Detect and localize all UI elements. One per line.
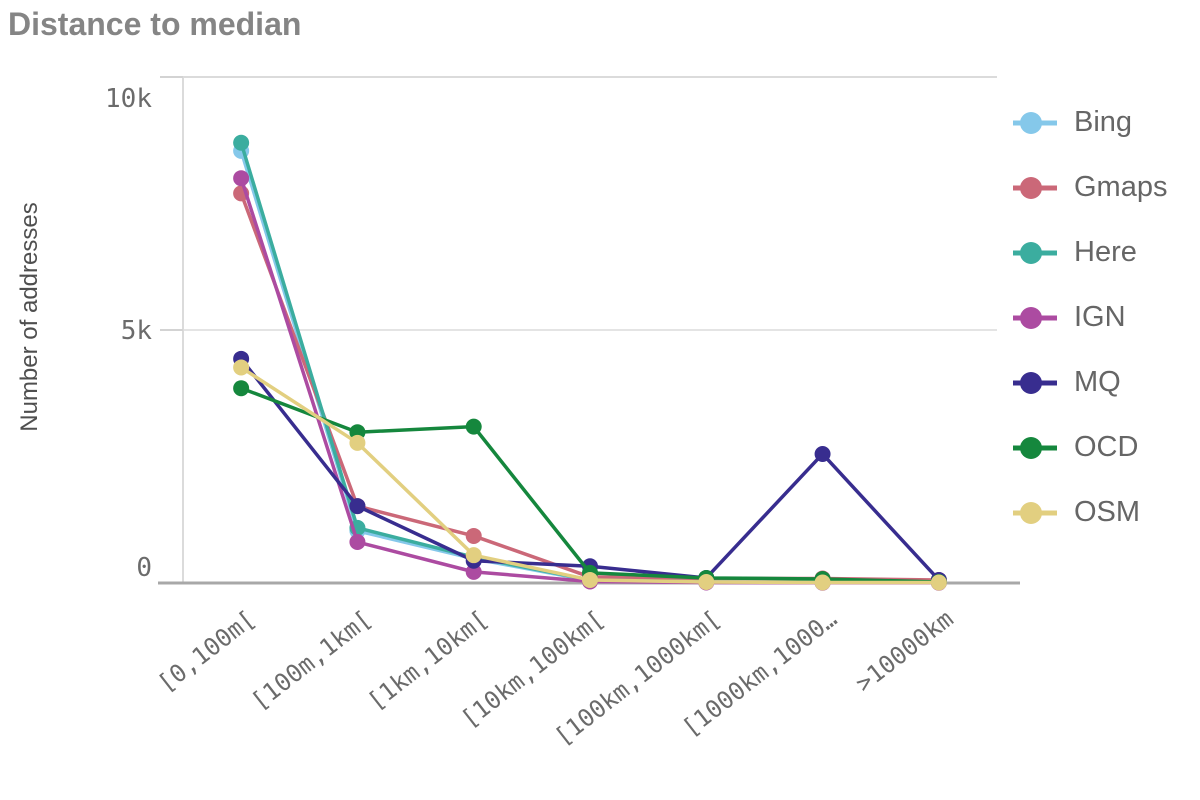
data-point-osm-6[interactable] [930, 574, 947, 591]
data-point-ign-2[interactable] [465, 563, 482, 580]
series-line-mq [239, 357, 941, 582]
x-tick-label: [100m,1km[ [246, 605, 377, 716]
x-tick-label: [0,100m[ [153, 605, 261, 698]
legend-label: Gmaps [1074, 171, 1168, 203]
legend: Bing Gmaps Here IGN MQ OCD OSM [1012, 90, 1167, 545]
legend-marker-icon [1013, 436, 1057, 459]
data-point-mq-1[interactable] [349, 498, 366, 515]
legend-item-ocd[interactable]: OCD [1012, 415, 1167, 480]
chart-title: Distance to median [8, 6, 302, 42]
series-line-ign [239, 177, 939, 585]
legend-marker-icon [1013, 176, 1057, 199]
legend-label: OSM [1074, 496, 1141, 528]
legend-item-mq[interactable]: MQ [1012, 350, 1167, 415]
data-point-ign-1[interactable] [349, 534, 366, 551]
legend-marker-icon [1013, 241, 1057, 264]
x-tick-label: >10000km [850, 605, 958, 698]
legend-marker-icon [1013, 306, 1057, 329]
data-point-osm-1[interactable] [349, 434, 366, 451]
data-point-ocd-0[interactable] [233, 380, 250, 397]
legend-item-osm[interactable]: OSM [1012, 480, 1167, 545]
legend-marker-icon [1013, 501, 1057, 524]
legend-marker-icon [1013, 371, 1057, 394]
data-point-osm-5[interactable] [814, 574, 831, 591]
legend-item-gmaps[interactable]: Gmaps [1012, 155, 1167, 220]
data-point-osm-0[interactable] [233, 359, 250, 376]
legend-label: Here [1074, 236, 1137, 268]
data-point-here-0[interactable] [233, 134, 250, 151]
legend-marker-icon [1013, 111, 1057, 134]
legend-label: Bing [1074, 106, 1133, 138]
data-point-osm-2[interactable] [465, 547, 482, 564]
data-point-ign-0[interactable] [233, 170, 250, 187]
y-tick-label: 0 [136, 553, 152, 583]
legend-item-ign[interactable]: IGN [1012, 285, 1167, 350]
data-point-mq-5[interactable] [814, 445, 831, 462]
data-point-osm-4[interactable] [698, 573, 715, 590]
series-line-here [239, 142, 939, 584]
legend-item-bing[interactable]: Bing [1012, 90, 1167, 155]
data-point-ocd-2[interactable] [465, 418, 482, 435]
legend-label: OCD [1074, 431, 1139, 463]
series-line-gmaps [239, 192, 939, 582]
legend-label: IGN [1074, 301, 1126, 333]
legend-item-here[interactable]: Here [1012, 220, 1167, 285]
y-tick-label: 10k [105, 84, 152, 114]
y-tick-label: 5k [121, 316, 153, 346]
data-point-gmaps-2[interactable] [465, 527, 482, 544]
data-point-osm-3[interactable] [582, 571, 598, 588]
legend-label: MQ [1074, 366, 1121, 398]
series-line-bing [239, 150, 939, 585]
